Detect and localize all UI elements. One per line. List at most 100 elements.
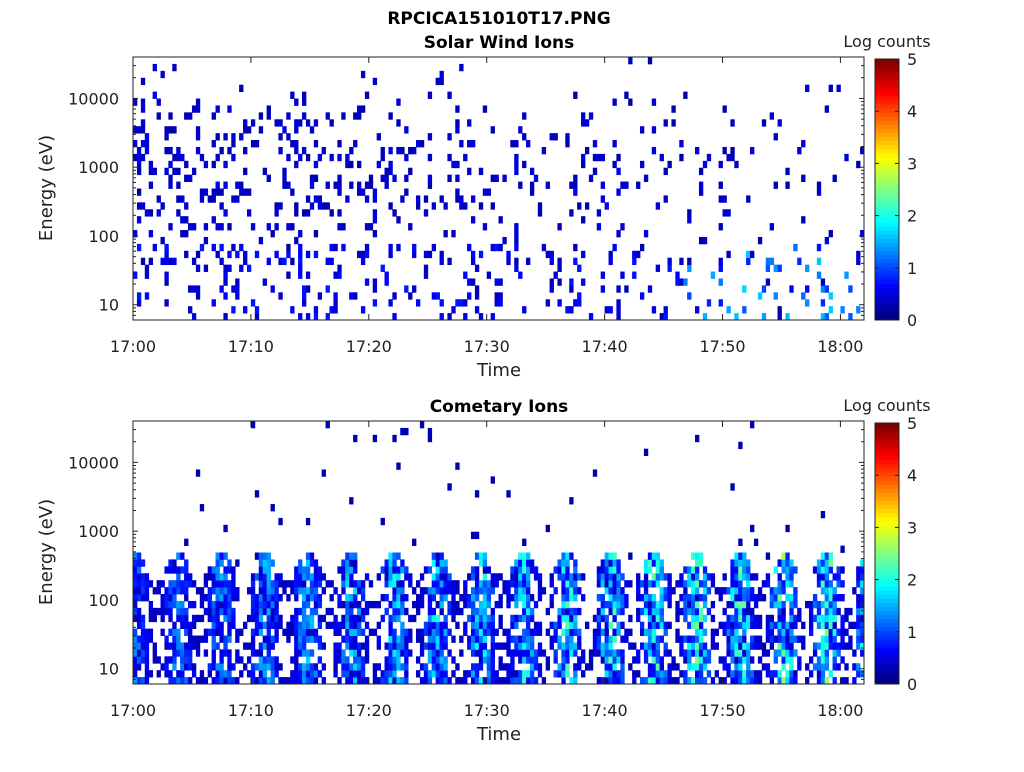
heatmap-cell xyxy=(856,160,861,169)
heatmap-cell xyxy=(396,98,401,106)
heatmap-cell xyxy=(191,257,197,266)
x-tick-label: 18:00 xyxy=(817,337,863,356)
heatmap-cell xyxy=(470,140,476,148)
heatmap-cell xyxy=(404,649,409,657)
heatmap-cell xyxy=(808,621,814,630)
heatmap-cell xyxy=(282,628,287,636)
heatmap-cell xyxy=(172,126,177,134)
heatmap-cell xyxy=(184,677,189,685)
heatmap-cell xyxy=(184,250,189,259)
y-tick-label: 10000 xyxy=(68,453,119,472)
heatmap-cell xyxy=(643,600,649,609)
heatmap-cell xyxy=(305,559,311,567)
heatmap-cell xyxy=(188,223,193,231)
heatmap-cell xyxy=(439,656,444,664)
heatmap-cell xyxy=(718,278,723,286)
heatmap-cell xyxy=(431,642,437,650)
colorbar-segment xyxy=(875,63,899,68)
heatmap-cell xyxy=(254,600,260,609)
heatmap-cell xyxy=(191,580,197,588)
heatmap-cell xyxy=(651,621,657,630)
heatmap-cell xyxy=(467,642,472,650)
heatmap-cell xyxy=(140,594,146,602)
heatmap-cell xyxy=(824,559,830,567)
heatmap-cell xyxy=(404,628,409,636)
heatmap-cell xyxy=(702,594,708,602)
heatmap-cell xyxy=(400,628,405,636)
heatmap-cell xyxy=(455,607,460,616)
heatmap-cell xyxy=(148,257,154,266)
heatmap-cell xyxy=(254,628,260,636)
heatmap-cell xyxy=(290,587,295,595)
heatmap-cell xyxy=(329,209,334,217)
heatmap-cell xyxy=(482,621,488,630)
heatmap-cell xyxy=(518,614,523,623)
heatmap-cell xyxy=(844,663,849,671)
heatmap-cell xyxy=(431,580,437,588)
heatmap-cell xyxy=(805,264,810,272)
heatmap-cell xyxy=(270,587,275,595)
heatmap-cell xyxy=(396,580,401,588)
heatmap-cell xyxy=(455,119,460,127)
heatmap-cell xyxy=(392,313,397,321)
heatmap-cell xyxy=(616,573,621,581)
heatmap-cell xyxy=(581,594,586,602)
heatmap-cell xyxy=(734,649,739,657)
heatmap-cell xyxy=(494,642,499,650)
heatmap-cell xyxy=(223,580,228,588)
heatmap-cell xyxy=(254,313,260,321)
heatmap-cell xyxy=(317,600,323,609)
heatmap-cell xyxy=(687,566,692,574)
colorbar-segment xyxy=(875,586,899,591)
x-axis: 17:00 17:10 17:20 17:30 17:40 17:50 18:00 xyxy=(110,421,863,720)
heatmap-cell xyxy=(565,663,570,671)
heatmap-cell xyxy=(140,257,146,266)
heatmap-cell xyxy=(290,670,295,678)
heatmap-cell xyxy=(333,621,338,630)
heatmap-cell xyxy=(565,607,570,616)
heatmap-cell xyxy=(168,656,173,664)
heatmap-cell xyxy=(565,559,570,567)
heatmap-cell xyxy=(337,566,342,574)
heatmap-cell xyxy=(309,649,315,657)
heatmap-cell xyxy=(522,133,527,141)
heatmap-cell xyxy=(718,677,723,685)
heatmap-cell xyxy=(262,635,268,643)
heatmap-cell xyxy=(301,614,307,623)
heatmap-cell xyxy=(777,306,782,314)
heatmap-cell xyxy=(738,663,743,671)
heatmap-cell xyxy=(620,656,625,664)
heatmap-cell xyxy=(188,677,193,685)
heatmap-cell xyxy=(215,614,220,623)
heatmap-cell xyxy=(840,642,845,650)
heatmap-cell xyxy=(455,621,460,630)
heatmap-cell xyxy=(152,642,157,650)
heatmap-cell xyxy=(254,552,260,560)
heatmap-cell xyxy=(687,663,692,671)
heatmap-cell xyxy=(345,614,350,623)
heatmap-cell xyxy=(718,656,723,664)
heatmap-cell xyxy=(313,174,319,182)
heatmap-cell xyxy=(608,642,613,650)
heatmap-cell xyxy=(840,628,845,636)
heatmap-cell xyxy=(667,587,672,595)
heatmap-cell xyxy=(459,649,464,657)
heatmap-cell xyxy=(168,677,173,685)
heatmap-cell xyxy=(785,559,790,567)
heatmap-cell xyxy=(313,230,319,238)
heatmap-cell xyxy=(584,119,590,127)
heatmap-cell xyxy=(608,663,613,671)
heatmap-cell xyxy=(144,140,150,148)
heatmap-cell xyxy=(600,614,606,623)
heatmap-cell xyxy=(294,98,299,106)
colorbar-segment xyxy=(875,71,899,76)
heatmap-cell xyxy=(612,635,617,643)
heatmap-cell xyxy=(828,628,833,636)
heatmap-cell xyxy=(757,614,763,623)
heatmap-cell xyxy=(250,573,256,581)
heatmap-cell xyxy=(541,146,547,155)
heatmap-cell xyxy=(518,126,523,134)
heatmap-cell xyxy=(470,635,476,643)
heatmap-cell xyxy=(180,677,185,685)
heatmap-cell xyxy=(298,313,303,321)
